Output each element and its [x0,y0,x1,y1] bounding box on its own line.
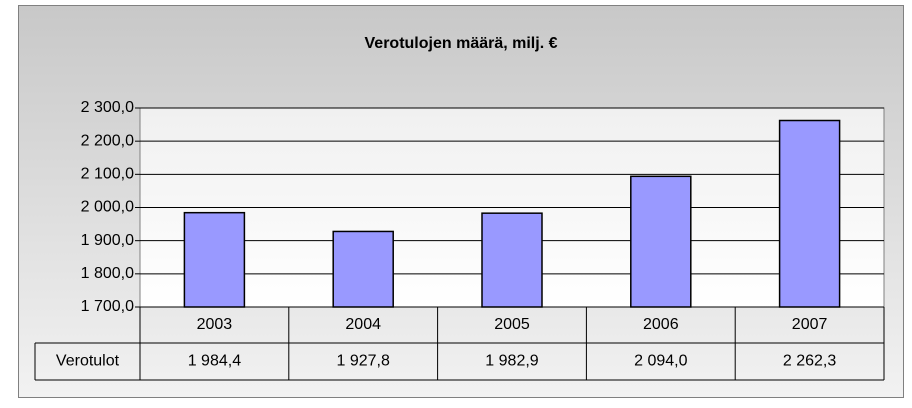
y-tick-label: 1 800,0 [81,265,134,282]
bar [332,230,394,308]
x-tick-label: 2006 [643,316,679,333]
bar [183,211,246,308]
data-table-value: 2 262,3 [783,353,836,370]
bar [630,175,692,308]
bar [778,119,841,308]
y-tick-label: 2 200,0 [81,132,134,149]
data-table-value: 1 927,8 [337,353,390,370]
data-table-value: 2 094,0 [634,353,687,370]
y-tick-label: 2 100,0 [81,166,134,183]
bar [481,212,543,308]
x-tick-label: 2007 [792,316,828,333]
x-tick-label: 2004 [345,316,381,333]
x-tick-label: 2003 [197,316,233,333]
y-tick-label: 2 300,0 [81,99,134,116]
legend-label: Verotulot [56,353,120,370]
data-table-value: 1 982,9 [485,353,538,370]
x-tick-label: 2005 [494,316,530,333]
chart-title: Verotulojen määrä, milj. € [365,35,558,52]
data-table-value: 1 984,4 [188,353,241,370]
y-tick-label: 1 700,0 [81,298,134,315]
y-tick-label: 1 900,0 [81,232,134,249]
y-tick-label: 2 000,0 [81,199,134,216]
